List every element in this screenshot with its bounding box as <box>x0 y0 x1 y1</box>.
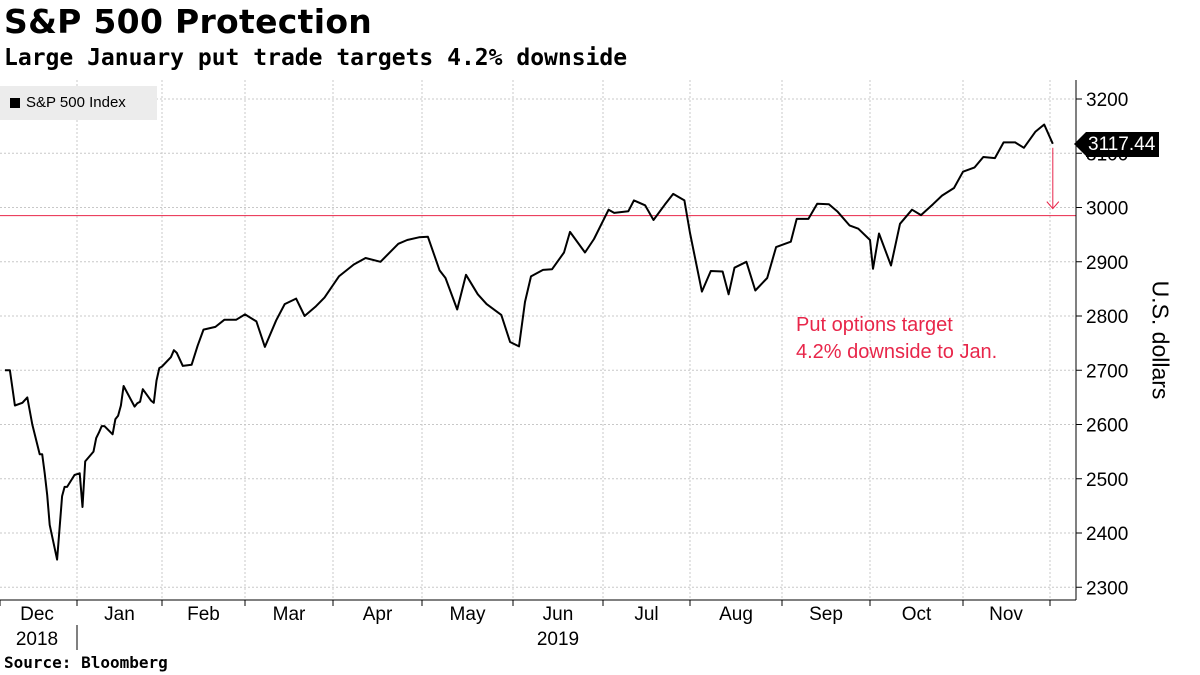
last-value-pointer <box>1074 132 1086 156</box>
x-tick-label: Jul <box>634 604 658 625</box>
x-tick-label: Jun <box>543 604 574 625</box>
y-tick-label: 3000 <box>1086 199 1128 220</box>
series-layer <box>5 123 1060 561</box>
put-options-annotation: Put options target 4.2% downside to Jan. <box>796 312 1056 366</box>
legend: S&P 500 Index <box>0 86 157 120</box>
x-tick-label: Feb <box>187 604 220 625</box>
x-tick-label: Sep <box>809 604 843 625</box>
x-year-label: 2018 <box>16 629 58 650</box>
y-tick-label: 2400 <box>1086 524 1128 545</box>
y-tick-label: 2300 <box>1086 578 1128 599</box>
x-tick-label: Nov <box>989 604 1023 625</box>
x-tick-label: Apr <box>363 604 393 625</box>
x-tick-label: Jan <box>104 604 135 625</box>
y-tick-label: 2500 <box>1086 470 1128 491</box>
x-tick-label: Oct <box>902 604 932 625</box>
downside-arrow-head <box>1046 201 1060 210</box>
source-note: Source: Bloomberg <box>4 653 168 672</box>
legend-swatch-sp500 <box>10 98 20 108</box>
y-tick-label: 3200 <box>1086 90 1128 111</box>
chart-title: S&P 500 Protection <box>4 2 373 41</box>
x-tick-label: Mar <box>273 604 306 625</box>
axis-layer: 2300240025002600270028002900300031003200… <box>0 80 1128 650</box>
grid-layer <box>0 80 1076 600</box>
x-tick-label: Dec <box>20 604 54 625</box>
legend-label-sp500: S&P 500 Index <box>26 94 126 111</box>
y-axis-label: U.S. dollars <box>1147 280 1174 400</box>
x-year-label: 2019 <box>537 629 579 650</box>
x-tick-label: May <box>450 604 486 625</box>
series-line-sp500 <box>5 123 1054 561</box>
y-tick-label: 2800 <box>1086 307 1128 328</box>
y-tick-label: 2900 <box>1086 253 1128 274</box>
annotation-line-2: 4.2% downside to Jan. <box>796 341 998 363</box>
last-value-badge: 3117.44 <box>1086 132 1160 157</box>
y-tick-label: 2600 <box>1086 416 1128 437</box>
chart-subtitle: Large January put trade targets 4.2% dow… <box>4 45 628 71</box>
y-tick-label: 2700 <box>1086 361 1128 382</box>
annotation-line-1: Put options target <box>796 314 953 336</box>
x-tick-label: Aug <box>719 604 753 625</box>
